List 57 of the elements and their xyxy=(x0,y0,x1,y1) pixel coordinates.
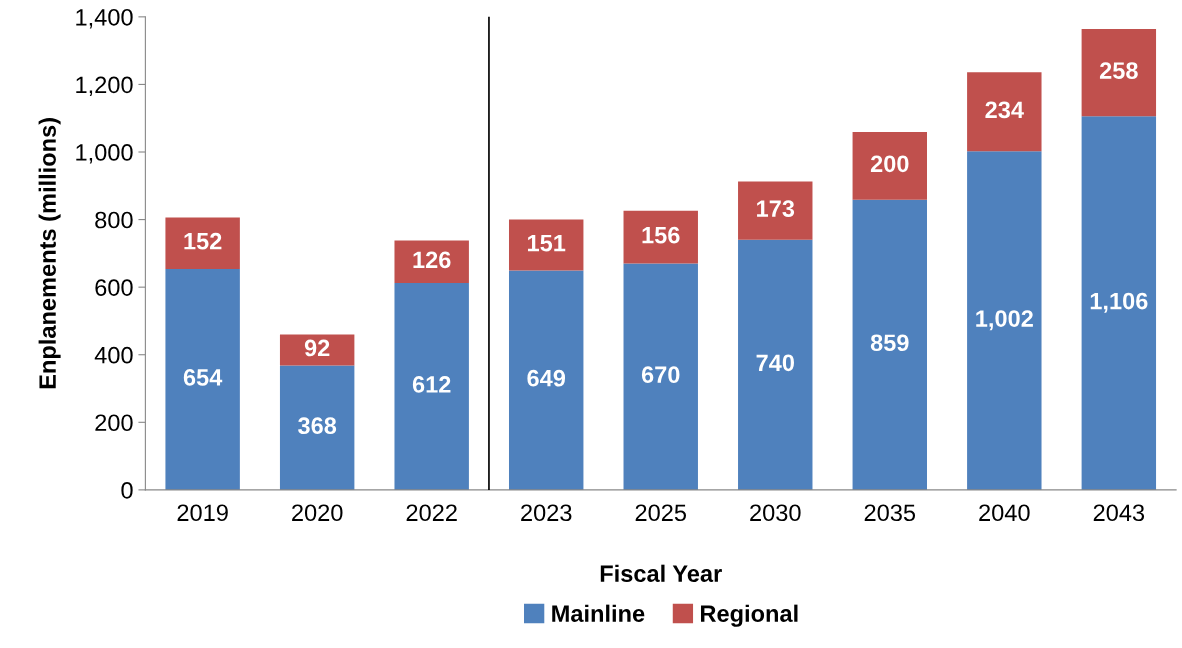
bar xyxy=(509,270,584,490)
x-tick-label: 2023 xyxy=(521,504,572,522)
y-tick-label: 0 xyxy=(121,481,133,499)
bar xyxy=(852,132,927,200)
x-tick-label: 2022 xyxy=(406,504,457,522)
bar xyxy=(967,72,1042,152)
data-label: 368 xyxy=(298,417,337,435)
data-label: 859 xyxy=(870,334,909,352)
bar xyxy=(852,199,927,490)
legend-label: Regional xyxy=(701,604,798,627)
data-label: 612 xyxy=(412,376,451,393)
x-tick-label: 2025 xyxy=(635,504,687,522)
data-label: 126 xyxy=(413,251,451,269)
data-label: 1,002 xyxy=(976,310,1033,331)
bar xyxy=(394,240,469,284)
bar xyxy=(1081,29,1157,117)
x-tick-label: 2020 xyxy=(292,504,343,522)
y-tick-label: 800 xyxy=(95,211,133,229)
data-label: 156 xyxy=(642,226,680,244)
x-tick-label: 2030 xyxy=(750,504,801,522)
y-tick-label: 1,200 xyxy=(76,76,133,96)
x-tick-label: 2019 xyxy=(177,504,228,522)
data-label: 670 xyxy=(641,366,680,384)
bar xyxy=(279,365,355,490)
data-label: 740 xyxy=(756,354,794,372)
bar xyxy=(509,219,584,271)
x-axis-title: Fiscal Year xyxy=(600,564,722,583)
data-label: 654 xyxy=(183,369,223,386)
bar xyxy=(738,181,813,240)
bar xyxy=(738,239,813,490)
bar xyxy=(967,151,1042,490)
x-tick-label: 2043 xyxy=(1093,504,1145,522)
bar xyxy=(165,268,240,490)
y-axis-title: Enplanements (millions) xyxy=(38,118,61,389)
bar xyxy=(1081,116,1157,490)
data-label: 151 xyxy=(528,234,566,252)
bar xyxy=(394,283,469,490)
x-tick-label: 2035 xyxy=(864,504,916,522)
y-tick-label: 400 xyxy=(94,346,133,364)
y-tick-label: 1,000 xyxy=(76,144,133,164)
data-label: 258 xyxy=(1099,62,1138,79)
data-label: 173 xyxy=(757,200,795,217)
data-label: 234 xyxy=(985,101,1024,119)
legend-label: Mainline xyxy=(552,604,645,622)
data-label: 1,106 xyxy=(1090,292,1148,313)
y-tick-label: 1,400 xyxy=(76,8,133,29)
data-label: 152 xyxy=(184,232,222,250)
bar xyxy=(623,263,698,490)
y-tick-label: 200 xyxy=(95,414,133,432)
y-tick-label: 600 xyxy=(95,279,133,296)
bar xyxy=(623,210,698,264)
bar xyxy=(279,334,355,366)
x-tick-label: 2040 xyxy=(979,504,1030,522)
data-label: 92 xyxy=(304,339,330,357)
bar xyxy=(165,217,240,269)
data-label: 649 xyxy=(527,369,566,387)
data-label: 200 xyxy=(870,155,909,173)
